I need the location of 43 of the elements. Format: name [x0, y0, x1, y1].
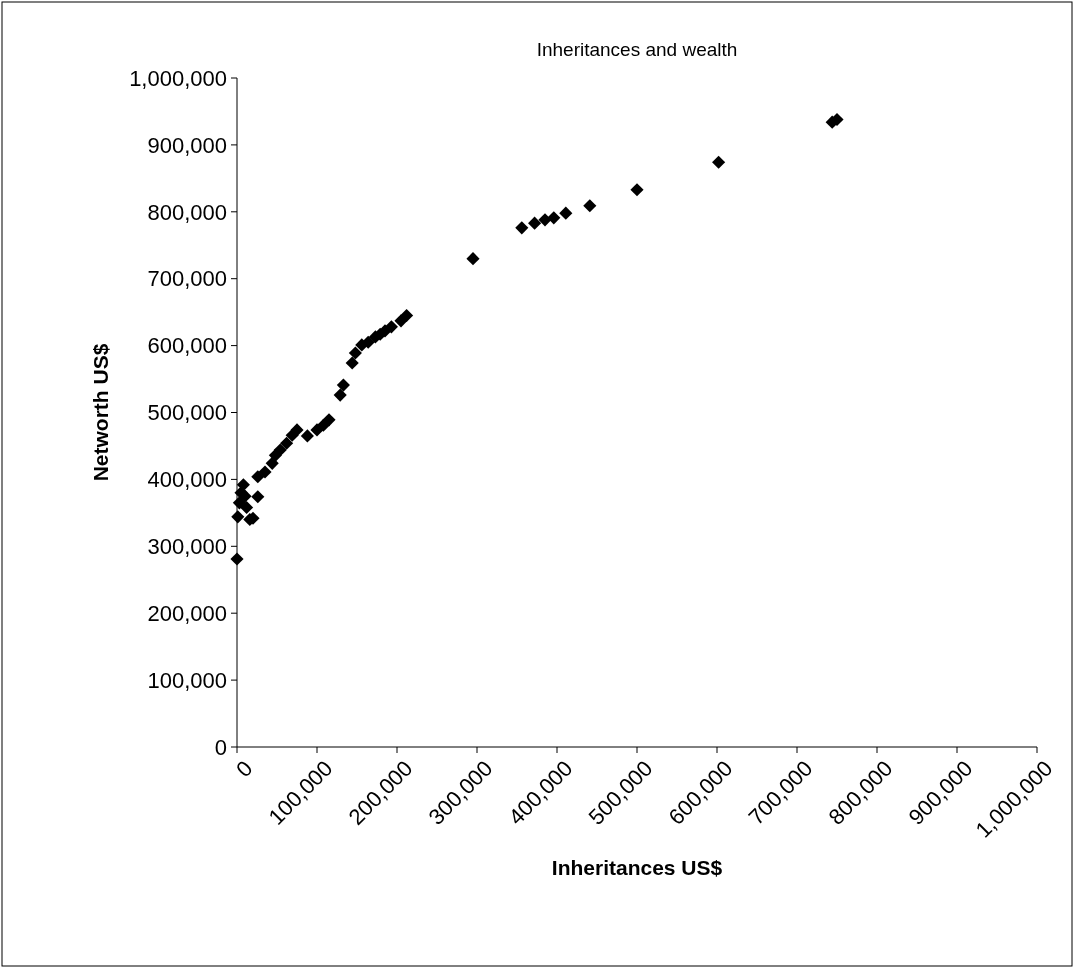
x-axis-title: Inheritances US$ — [551, 856, 723, 879]
y-tick-label: 1,000,000 — [129, 65, 227, 91]
point — [712, 155, 726, 169]
point — [231, 510, 245, 524]
y-tick-label: 700,000 — [147, 266, 227, 292]
point — [333, 388, 347, 402]
point — [230, 552, 244, 566]
point — [273, 443, 287, 457]
point — [538, 213, 552, 227]
point — [361, 335, 375, 349]
chart-title: Inheritances and wealth — [536, 39, 738, 60]
y-axis-title: Networth US$ — [89, 343, 112, 482]
y-tick-label: 500,000 — [147, 400, 227, 426]
x-tick-label: 0 — [231, 755, 258, 783]
point — [236, 478, 250, 492]
y-tick-label: 900,000 — [147, 132, 227, 158]
point — [336, 378, 350, 392]
point — [515, 221, 529, 235]
point — [528, 216, 542, 230]
point — [251, 490, 265, 504]
point — [258, 465, 272, 479]
y-tick-label: 800,000 — [147, 199, 227, 225]
point — [280, 436, 294, 450]
point — [384, 320, 398, 334]
y-tick-label: 400,000 — [147, 467, 227, 493]
point — [322, 413, 336, 427]
point — [300, 429, 314, 443]
point — [559, 206, 573, 220]
point — [400, 308, 414, 323]
y-tick-label: 600,000 — [147, 333, 227, 359]
y-tick-label: 0 — [214, 734, 227, 760]
y-tick-label: 100,000 — [147, 667, 227, 693]
point — [238, 489, 252, 503]
point — [240, 500, 254, 515]
point — [345, 356, 359, 370]
y-tick-label: 200,000 — [147, 600, 227, 626]
point — [630, 183, 644, 197]
y-tick-label: 300,000 — [147, 534, 227, 559]
point — [466, 252, 480, 266]
point — [583, 199, 597, 213]
point — [290, 423, 304, 437]
point — [348, 346, 362, 360]
point — [547, 211, 561, 225]
